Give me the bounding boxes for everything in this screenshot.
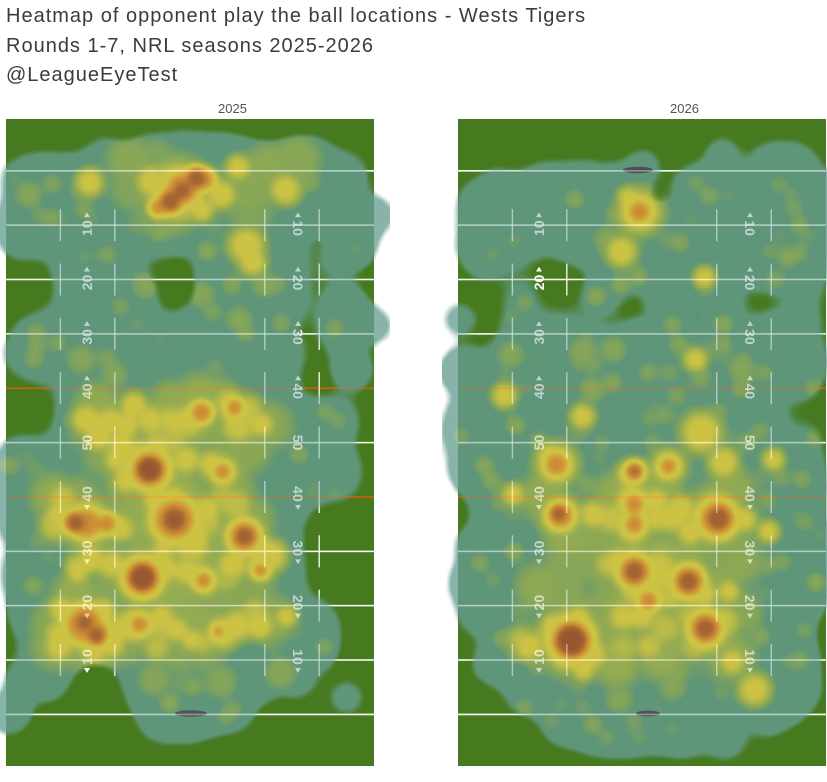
svg-text:10: 10 [290,220,306,236]
svg-text:30: 30 [290,329,306,345]
svg-text:40: 40 [290,486,306,502]
svg-text:30: 30 [531,329,547,345]
svg-text:40: 40 [79,383,95,399]
svg-text:50: 50 [79,435,95,451]
svg-text:30: 30 [79,540,95,556]
svg-text:50: 50 [742,435,758,451]
svg-text:10: 10 [742,220,758,236]
svg-text:30: 30 [742,329,758,345]
svg-text:20: 20 [290,275,306,291]
svg-text:10: 10 [742,649,758,665]
svg-text:10: 10 [79,649,95,665]
svg-text:40: 40 [79,486,95,502]
svg-text:40: 40 [742,486,758,502]
svg-text:30: 30 [79,329,95,345]
svg-text:30: 30 [742,541,758,557]
svg-text:20: 20 [79,595,95,611]
svg-text:40: 40 [742,383,758,399]
svg-text:20: 20 [742,595,758,611]
svg-text:20: 20 [290,595,306,611]
svg-text:20: 20 [79,275,95,291]
svg-text:50: 50 [290,435,306,451]
svg-text:20: 20 [531,275,547,291]
svg-text:20: 20 [531,595,547,611]
svg-text:40: 40 [290,383,306,399]
svg-text:30: 30 [290,541,306,557]
svg-text:50: 50 [531,435,547,451]
svg-text:20: 20 [742,275,758,291]
svg-text:40: 40 [531,383,547,399]
svg-text:10: 10 [531,220,547,236]
svg-text:40: 40 [531,486,547,502]
svg-text:10: 10 [79,220,95,236]
svg-text:10: 10 [531,649,547,665]
svg-text:10: 10 [290,649,306,665]
svg-text:30: 30 [531,540,547,556]
